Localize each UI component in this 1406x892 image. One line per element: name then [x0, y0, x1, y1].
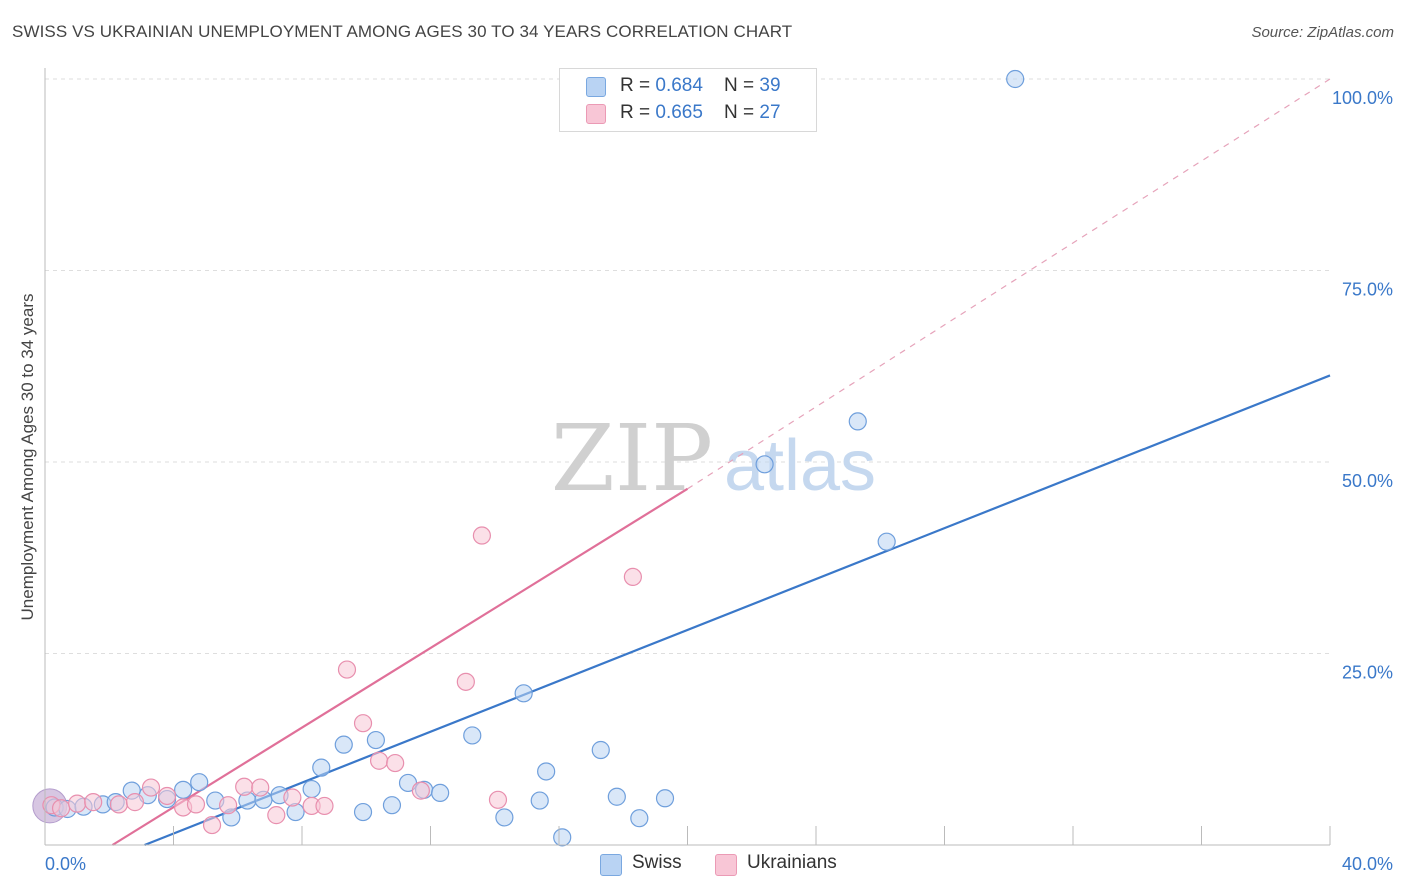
bottom-ukrainians-swatch [715, 854, 737, 876]
swiss-point [190, 773, 209, 792]
swiss-n-label: N = [724, 75, 760, 96]
ukrainians-r-value: 0.665 [655, 102, 703, 123]
ukrainian-point [623, 567, 642, 587]
ukrainians-n-label: N = [724, 102, 760, 123]
swiss-point [591, 740, 610, 760]
swiss-point [174, 780, 193, 799]
swiss-r-value: 0.684 [655, 75, 703, 96]
ukrainian-point [472, 526, 491, 545]
ukrainians-trendline [111, 487, 689, 846]
ukrainian-point [370, 751, 389, 770]
ukrainian-point [84, 793, 103, 812]
gridlines [45, 78, 1330, 654]
watermark: ZIP atlas [551, 405, 876, 512]
ukrainian-point [141, 778, 161, 797]
swiss-point [514, 684, 533, 703]
swiss-n-value: 39 [759, 75, 781, 96]
swiss-point [630, 809, 649, 828]
swiss-point [463, 726, 482, 745]
source-credit: Source: ZipAtlas.com [1251, 24, 1394, 41]
y-tick-label: 75.0% [1342, 280, 1393, 300]
swiss-point [755, 455, 774, 474]
ukrainian-point [202, 815, 222, 835]
ukrainian-point [456, 672, 475, 691]
y-tick-label: 25.0% [1342, 663, 1393, 683]
bottom-ukrainians-label: Ukrainians [747, 852, 837, 873]
swiss-point [431, 783, 450, 803]
swiss-trendline [144, 374, 1331, 847]
bottom-swiss-swatch [600, 854, 622, 876]
ukrainian-point [157, 786, 177, 806]
trendlines [111, 78, 1331, 847]
x-tick-label: 0.0% [45, 854, 86, 874]
swiss-point [877, 532, 896, 551]
swiss-point [366, 730, 385, 750]
swiss-point [607, 787, 626, 806]
axes: 25.0% 50.0% 75.0% 100.0% 0.0% 40.0% [44, 68, 1393, 874]
ukrainian-point [219, 796, 238, 815]
stats-legend: R = 0.684 N = 39 R = 0.665 N = 27 [559, 68, 817, 132]
ukrainians-n-value: 27 [759, 102, 781, 123]
bottom-swiss-label: Swiss [632, 852, 682, 873]
swiss-r-label: R = [620, 75, 656, 96]
ukrainian-point [283, 788, 302, 807]
swiss-point [382, 796, 402, 815]
swiss-point [302, 779, 321, 799]
ukrainian-point [51, 799, 71, 818]
ukrainian-point [411, 781, 430, 800]
ukrainian-point [251, 778, 270, 797]
ukrainians-swatch [586, 104, 606, 124]
swiss-point [495, 808, 514, 827]
swiss-point [353, 802, 373, 822]
y-tick-label: 50.0% [1342, 471, 1393, 491]
x-tick-label: 40.0% [1342, 854, 1393, 874]
swiss-point [655, 789, 675, 808]
ukrainian-point [488, 790, 508, 809]
swiss-swatch [586, 77, 606, 97]
ukrainian-point [353, 714, 373, 733]
ukrainian-point [68, 794, 87, 813]
ukrainian-point [109, 795, 128, 814]
swiss-point [334, 735, 353, 754]
swiss-point [848, 412, 867, 431]
swiss-point [530, 791, 549, 810]
ukrainians-r-label: R = [620, 102, 656, 123]
ukrainian-point [337, 660, 357, 679]
data-points [32, 69, 1025, 847]
ukrainian-point [315, 796, 334, 816]
ukrainian-point [386, 753, 405, 773]
ukrainian-point [125, 793, 145, 812]
swiss-point [1006, 69, 1025, 89]
ukrainian-point [235, 777, 254, 796]
y-tick-label: 100.0% [1332, 88, 1393, 108]
swiss-point [312, 758, 331, 777]
watermark-atlas: atlas [724, 426, 876, 506]
swiss-point [553, 828, 572, 847]
chart-title: SWISS VS UKRAINIAN UNEMPLOYMENT AMONG AG… [12, 22, 793, 41]
ukrainian-point [267, 806, 286, 825]
swiss-point [537, 762, 556, 781]
watermark-zip: ZIP [551, 405, 713, 512]
ukrainian-point [186, 795, 206, 814]
